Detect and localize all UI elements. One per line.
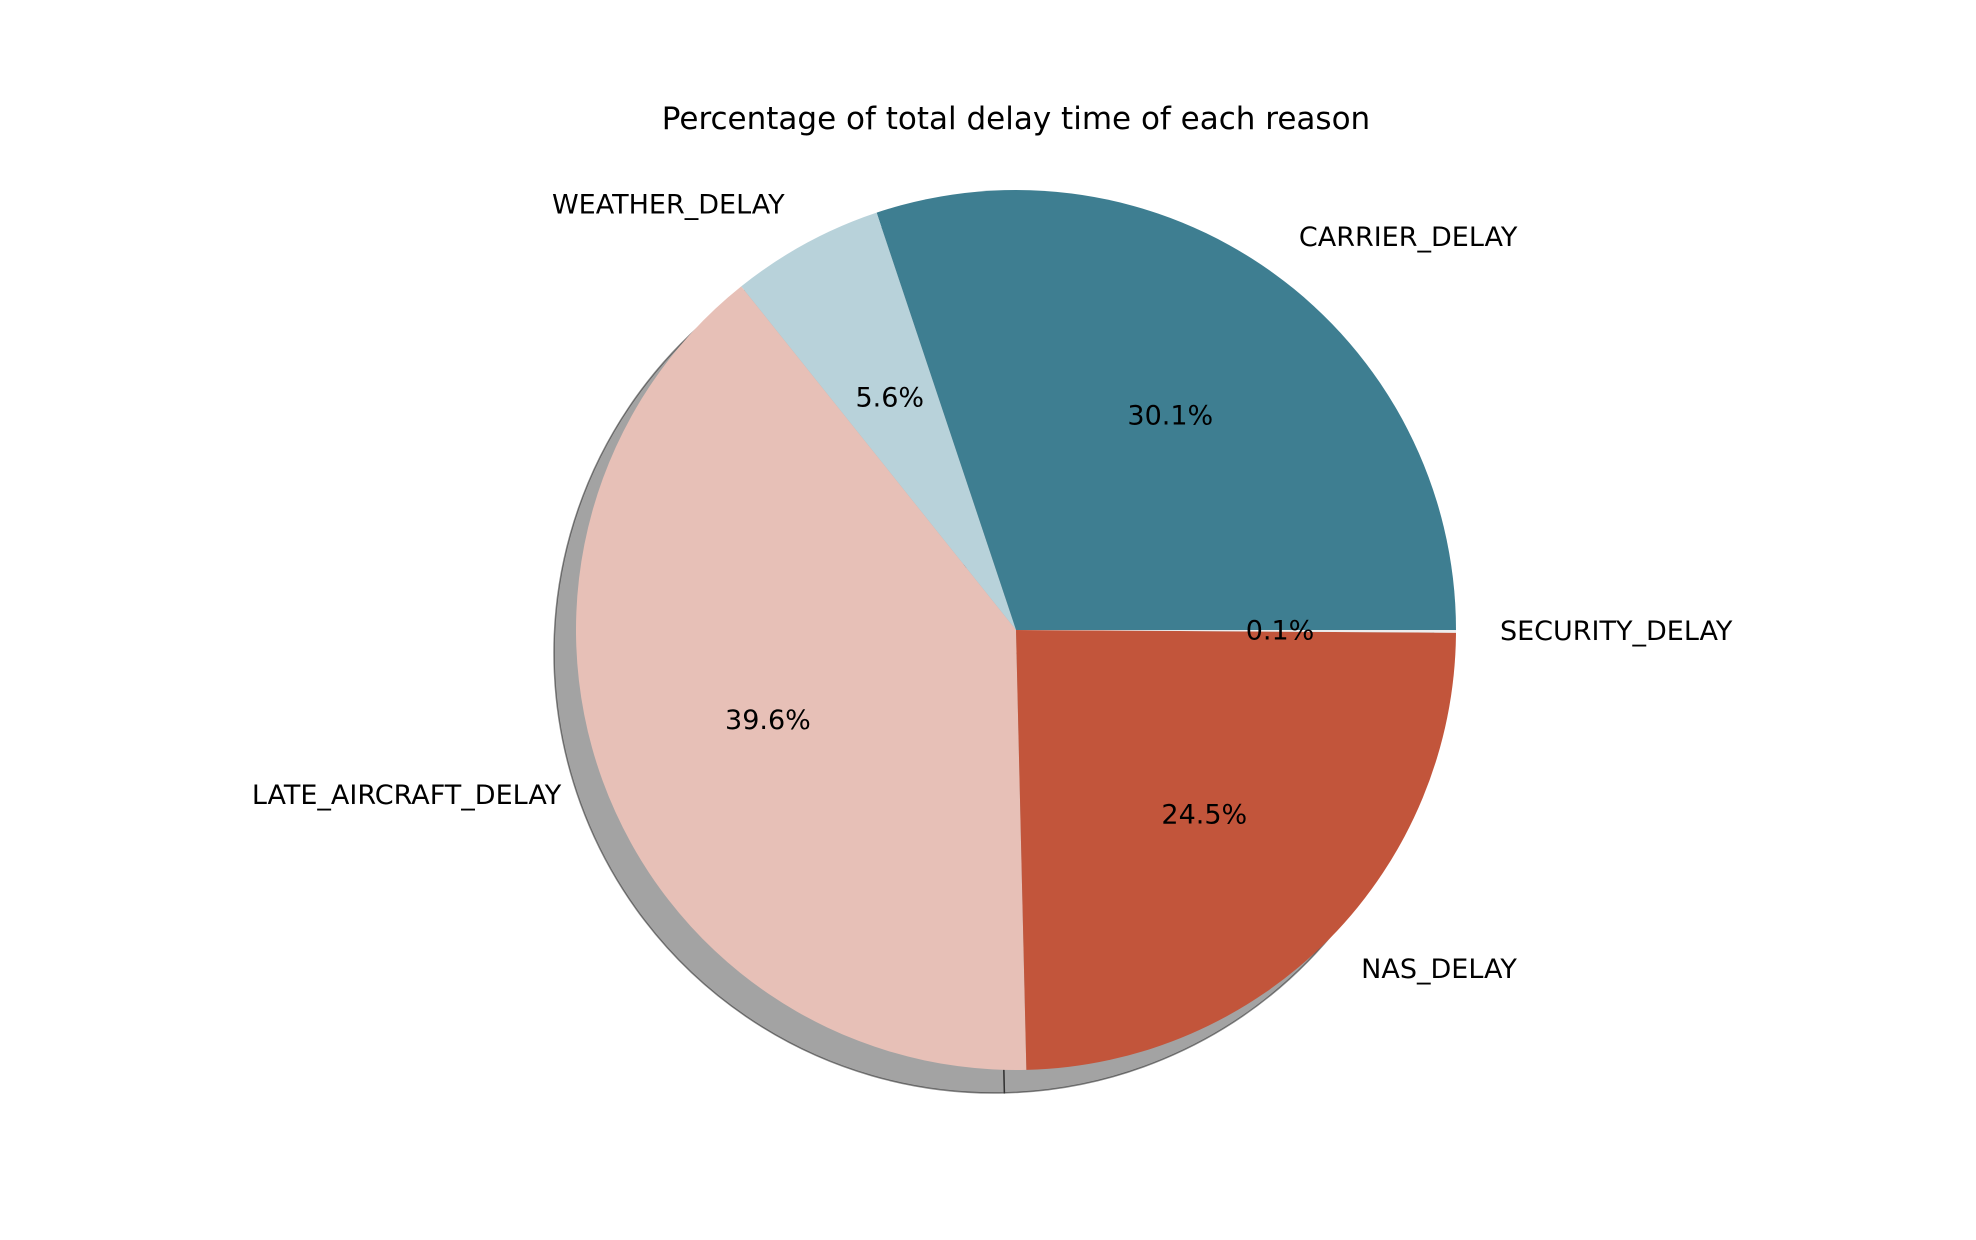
slice-label-nas-delay: NAS_DELAY (1361, 954, 1517, 985)
slice-label-weather-delay: WEATHER_DELAY (552, 189, 785, 220)
pie-slices (576, 190, 1456, 1071)
pct-label-nas-delay: 24.5% (1161, 800, 1247, 831)
pct-label-carrier-delay: 30.1% (1127, 400, 1213, 431)
slice-security-delay (1016, 630, 1456, 633)
slice-label-carrier-delay: CARRIER_DELAY (1299, 222, 1518, 253)
slice-carrier-delay (876, 190, 1456, 630)
pct-label-security-delay: 0.1% (1246, 615, 1315, 646)
pct-label-weather-delay: 5.6% (855, 383, 924, 414)
slice-nas-delay (1016, 630, 1456, 1070)
chart-title: Percentage of total delay time of each r… (662, 101, 1370, 137)
pct-label-late-aircraft-delay: 39.6% (725, 705, 811, 736)
slice-label-security-delay: SECURITY_DELAY (1500, 616, 1733, 647)
pie-labels: 30.1% CARRIER_DELAY 5.6% WEATHER_DELAY 39.6%… (252, 189, 1733, 984)
slice-weather-delay (741, 212, 1016, 630)
slice-label-late-aircraft-delay: LATE_AIRCRAFT_DELAY (252, 780, 562, 811)
slice-late-aircraft-delay (576, 286, 1027, 1071)
